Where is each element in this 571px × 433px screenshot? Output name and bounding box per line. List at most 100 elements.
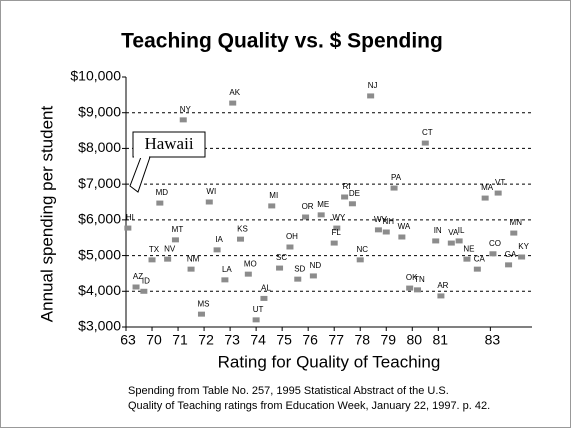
point	[237, 236, 245, 242]
point	[252, 317, 260, 323]
point	[390, 185, 398, 191]
point-label: AK	[229, 88, 240, 97]
x-tick-label: 76	[302, 332, 318, 348]
point	[124, 225, 132, 231]
point	[437, 293, 445, 299]
point	[156, 200, 164, 206]
point	[432, 238, 440, 244]
point	[164, 256, 172, 262]
chart-title: Teaching Quality vs. $ Spending	[121, 30, 443, 53]
point-label: WI	[206, 187, 216, 196]
point	[148, 257, 156, 263]
note: Spending from Table No. 257, 1995 Statis…	[128, 385, 449, 397]
point	[463, 256, 471, 262]
point	[489, 251, 497, 257]
point-label: ID	[142, 276, 150, 285]
point-label: NY	[180, 105, 192, 114]
point	[221, 277, 229, 283]
y-tick-label: $9,000	[78, 103, 121, 119]
point-label: KY	[518, 242, 529, 251]
point	[197, 311, 205, 317]
plot-background	[126, 77, 532, 327]
point-label: NE	[463, 244, 474, 253]
x-tick-label: 81	[433, 332, 449, 348]
point	[367, 93, 375, 99]
point	[494, 190, 502, 196]
point	[505, 262, 513, 268]
point	[187, 266, 195, 272]
point-label: NH	[382, 217, 394, 226]
point-label: WA	[398, 222, 411, 231]
point-label: MA	[481, 183, 494, 192]
point	[276, 265, 284, 271]
point	[140, 288, 148, 294]
y-tick-label: $5,000	[78, 246, 121, 262]
y-tick-label: $6,000	[78, 211, 121, 227]
y-axis-label: Annual spending per student	[37, 106, 56, 323]
point	[481, 195, 489, 201]
point	[171, 237, 179, 243]
point-label: NC	[356, 245, 368, 254]
point	[510, 230, 518, 236]
point-label: MT	[172, 225, 184, 234]
plot-area: $3,000 $4,000 $5,000 $6,000 $7,000 $8,000 $9,0…	[70, 68, 532, 348]
point-label: DE	[349, 189, 360, 198]
point-label: IL	[458, 226, 465, 235]
point	[447, 240, 455, 246]
point-label: VT	[495, 178, 505, 187]
point-label: SD	[294, 264, 305, 273]
x-tick-label: 75	[276, 332, 292, 348]
point-label: HI	[126, 213, 134, 222]
point-label: GA	[505, 250, 517, 259]
point	[294, 276, 302, 282]
point	[333, 225, 341, 231]
x-tick-label: 79	[380, 332, 396, 348]
x-tick-label: 70	[146, 332, 162, 348]
x-tick-label: 80	[406, 332, 422, 348]
point-label: OH	[286, 232, 298, 241]
point-label: LA	[222, 265, 232, 274]
point	[348, 201, 356, 207]
point-label: IA	[215, 235, 223, 244]
y-tick-label: $4,000	[78, 282, 121, 298]
point	[205, 199, 213, 205]
point	[179, 117, 187, 123]
x-tick-label: 74	[250, 332, 266, 348]
x-tick-label: 72	[198, 332, 214, 348]
point-label: SC	[276, 253, 287, 262]
point-label: FL	[332, 228, 342, 237]
point-label: TX	[149, 245, 160, 254]
point	[268, 203, 276, 209]
point	[341, 194, 349, 200]
point-label: AL	[261, 284, 271, 293]
point	[309, 273, 317, 279]
annotation: Hawaii	[144, 134, 193, 153]
point-label: IN	[434, 226, 442, 235]
point	[330, 240, 338, 246]
point-label: NJ	[368, 81, 378, 90]
point	[244, 271, 252, 277]
point-label: ND	[310, 261, 322, 270]
point-label: MN	[510, 218, 523, 227]
point-label: VA	[448, 228, 459, 237]
point-label: AZ	[133, 272, 143, 281]
point-label: NM	[187, 254, 200, 263]
point	[455, 238, 463, 244]
point	[229, 100, 237, 106]
note: Quality of Teaching ratings from Educati…	[128, 400, 490, 412]
annotation-box	[132, 131, 206, 158]
y-tick-label: $8,000	[78, 139, 121, 155]
point	[213, 247, 221, 253]
x-tick-label: 83	[485, 332, 501, 348]
point	[413, 287, 421, 293]
point	[421, 140, 429, 146]
point-label: AR	[437, 281, 448, 290]
point-label: WV	[374, 215, 388, 224]
point-label: RI	[343, 182, 351, 191]
point	[356, 257, 364, 263]
point	[132, 284, 140, 290]
point-label: MD	[156, 188, 169, 197]
y-tick-label: $7,000	[78, 175, 121, 191]
point	[406, 285, 414, 291]
